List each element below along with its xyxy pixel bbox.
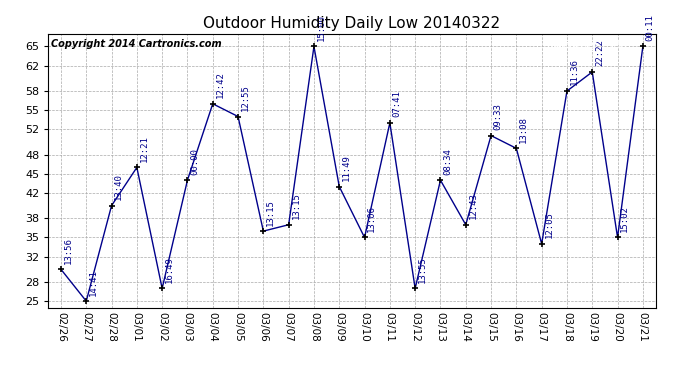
Text: 16:49: 16:49 [165,256,174,283]
Text: 09:33: 09:33 [494,103,503,130]
Text: 13:56: 13:56 [63,237,72,264]
Text: 13:06: 13:06 [367,205,376,232]
Text: 15:02: 15:02 [620,205,629,232]
Text: 00:11: 00:11 [646,14,655,41]
Text: 13:15: 13:15 [291,192,300,219]
Text: Copyright 2014 Cartronics.com: Copyright 2014 Cartronics.com [51,39,222,49]
Text: 07:41: 07:41 [393,90,402,117]
Text: 14:41: 14:41 [89,269,98,296]
Text: 13:40: 13:40 [115,173,124,200]
Text: 22:22: 22:22 [595,39,604,66]
Title: Outdoor Humidity Daily Low 20140322: Outdoor Humidity Daily Low 20140322 [204,16,500,31]
Text: 15:00: 15:00 [317,14,326,41]
Text: 11:49: 11:49 [342,154,351,181]
Text: 08:34: 08:34 [443,148,452,175]
Text: 12:21: 12:21 [139,135,148,162]
Text: 13:08: 13:08 [519,116,528,143]
Text: 11:36: 11:36 [570,58,579,86]
Text: 13:55: 13:55 [418,256,427,283]
Text: 12:05: 12:05 [544,211,553,238]
Text: 00:00: 00:00 [190,148,199,175]
Text: 13:15: 13:15 [266,199,275,225]
Text: 12:42: 12:42 [215,71,224,98]
Text: 12:55: 12:55 [241,84,250,111]
Text: 12:43: 12:43 [469,192,477,219]
